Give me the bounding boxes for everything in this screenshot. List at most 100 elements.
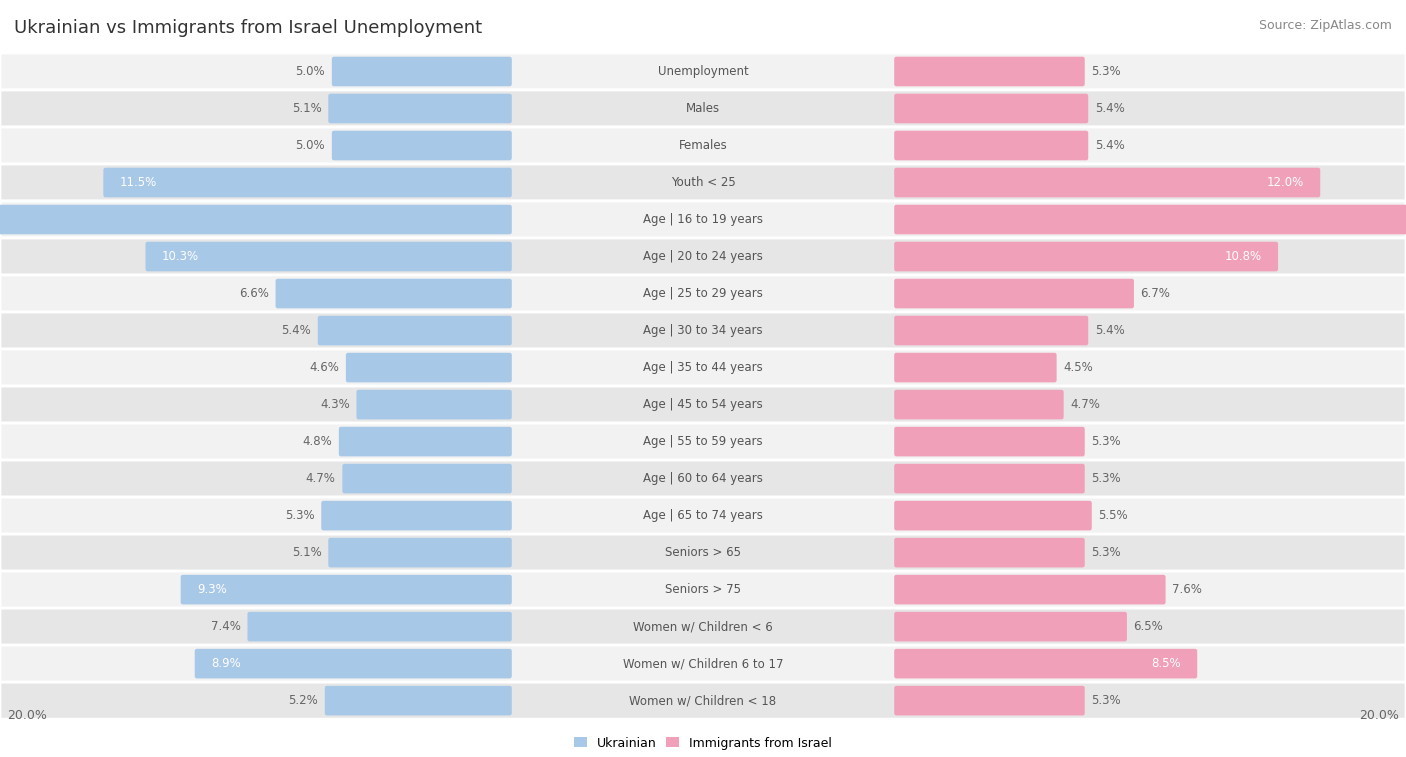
Text: 4.7%: 4.7% <box>307 472 336 485</box>
FancyBboxPatch shape <box>104 168 512 198</box>
FancyBboxPatch shape <box>0 90 1406 127</box>
FancyBboxPatch shape <box>0 682 1406 719</box>
Text: 5.3%: 5.3% <box>1091 546 1121 559</box>
FancyBboxPatch shape <box>0 349 1406 386</box>
FancyBboxPatch shape <box>0 164 1406 201</box>
FancyBboxPatch shape <box>894 57 1085 86</box>
Text: Age | 45 to 54 years: Age | 45 to 54 years <box>643 398 763 411</box>
Text: 5.0%: 5.0% <box>295 139 325 152</box>
FancyBboxPatch shape <box>332 131 512 160</box>
FancyBboxPatch shape <box>329 94 512 123</box>
Text: Age | 60 to 64 years: Age | 60 to 64 years <box>643 472 763 485</box>
FancyBboxPatch shape <box>0 127 1406 164</box>
Text: 5.3%: 5.3% <box>1091 435 1121 448</box>
Text: Age | 35 to 44 years: Age | 35 to 44 years <box>643 361 763 374</box>
FancyBboxPatch shape <box>0 608 1406 645</box>
FancyBboxPatch shape <box>346 353 512 382</box>
FancyBboxPatch shape <box>894 131 1088 160</box>
FancyBboxPatch shape <box>0 645 1406 682</box>
FancyBboxPatch shape <box>894 464 1085 494</box>
FancyBboxPatch shape <box>894 168 1320 198</box>
Text: 6.6%: 6.6% <box>239 287 269 300</box>
FancyBboxPatch shape <box>894 94 1088 123</box>
Text: Age | 20 to 24 years: Age | 20 to 24 years <box>643 250 763 263</box>
Text: Age | 16 to 19 years: Age | 16 to 19 years <box>643 213 763 226</box>
Text: 5.4%: 5.4% <box>1095 102 1125 115</box>
Text: 8.5%: 8.5% <box>1152 657 1181 670</box>
FancyBboxPatch shape <box>894 537 1085 568</box>
Text: Females: Females <box>679 139 727 152</box>
FancyBboxPatch shape <box>343 464 512 494</box>
FancyBboxPatch shape <box>180 575 512 604</box>
Legend: Ukrainian, Immigrants from Israel: Ukrainian, Immigrants from Israel <box>574 737 832 749</box>
Text: Seniors > 65: Seniors > 65 <box>665 546 741 559</box>
FancyBboxPatch shape <box>276 279 512 308</box>
FancyBboxPatch shape <box>0 312 1406 349</box>
FancyBboxPatch shape <box>894 279 1135 308</box>
Text: 5.4%: 5.4% <box>1095 324 1125 337</box>
Text: 10.3%: 10.3% <box>162 250 198 263</box>
FancyBboxPatch shape <box>145 241 512 271</box>
Text: 5.5%: 5.5% <box>1098 509 1128 522</box>
Text: Age | 25 to 29 years: Age | 25 to 29 years <box>643 287 763 300</box>
FancyBboxPatch shape <box>247 612 512 641</box>
FancyBboxPatch shape <box>329 537 512 568</box>
Text: 5.3%: 5.3% <box>1091 65 1121 78</box>
Text: 5.0%: 5.0% <box>295 65 325 78</box>
FancyBboxPatch shape <box>332 57 512 86</box>
FancyBboxPatch shape <box>194 649 512 678</box>
Text: Women w/ Children 6 to 17: Women w/ Children 6 to 17 <box>623 657 783 670</box>
Text: Source: ZipAtlas.com: Source: ZipAtlas.com <box>1258 19 1392 32</box>
FancyBboxPatch shape <box>894 501 1092 531</box>
FancyBboxPatch shape <box>894 575 1166 604</box>
Text: 5.2%: 5.2% <box>288 694 318 707</box>
Text: 5.3%: 5.3% <box>1091 694 1121 707</box>
Text: Age | 30 to 34 years: Age | 30 to 34 years <box>643 324 763 337</box>
FancyBboxPatch shape <box>894 612 1128 641</box>
Text: 5.1%: 5.1% <box>292 102 322 115</box>
FancyBboxPatch shape <box>0 423 1406 460</box>
Text: 7.6%: 7.6% <box>1173 583 1202 596</box>
Text: 5.3%: 5.3% <box>285 509 315 522</box>
Text: Unemployment: Unemployment <box>658 65 748 78</box>
Text: Women w/ Children < 18: Women w/ Children < 18 <box>630 694 776 707</box>
Text: 4.3%: 4.3% <box>321 398 350 411</box>
FancyBboxPatch shape <box>0 497 1406 534</box>
FancyBboxPatch shape <box>0 571 1406 608</box>
Text: 8.9%: 8.9% <box>211 657 240 670</box>
Text: 5.3%: 5.3% <box>1091 472 1121 485</box>
Text: Age | 65 to 74 years: Age | 65 to 74 years <box>643 509 763 522</box>
Text: Seniors > 75: Seniors > 75 <box>665 583 741 596</box>
Text: 4.8%: 4.8% <box>302 435 332 448</box>
FancyBboxPatch shape <box>894 241 1278 271</box>
Text: 11.5%: 11.5% <box>120 176 156 189</box>
FancyBboxPatch shape <box>894 316 1088 345</box>
FancyBboxPatch shape <box>894 353 1057 382</box>
FancyBboxPatch shape <box>0 238 1406 275</box>
Text: Males: Males <box>686 102 720 115</box>
Text: 12.0%: 12.0% <box>1267 176 1305 189</box>
Text: 5.4%: 5.4% <box>1095 139 1125 152</box>
FancyBboxPatch shape <box>894 204 1406 235</box>
Text: 4.6%: 4.6% <box>309 361 339 374</box>
Text: Women w/ Children < 6: Women w/ Children < 6 <box>633 620 773 633</box>
FancyBboxPatch shape <box>0 534 1406 571</box>
Text: 20.0%: 20.0% <box>7 709 46 722</box>
FancyBboxPatch shape <box>0 386 1406 423</box>
Text: Ukrainian vs Immigrants from Israel Unemployment: Ukrainian vs Immigrants from Israel Unem… <box>14 19 482 37</box>
FancyBboxPatch shape <box>0 53 1406 90</box>
FancyBboxPatch shape <box>894 427 1085 456</box>
FancyBboxPatch shape <box>0 275 1406 312</box>
Text: 20.0%: 20.0% <box>1360 709 1399 722</box>
FancyBboxPatch shape <box>0 204 512 235</box>
Text: 4.7%: 4.7% <box>1070 398 1099 411</box>
Text: 5.4%: 5.4% <box>281 324 311 337</box>
FancyBboxPatch shape <box>321 501 512 531</box>
FancyBboxPatch shape <box>0 201 1406 238</box>
FancyBboxPatch shape <box>339 427 512 456</box>
Text: 4.5%: 4.5% <box>1063 361 1092 374</box>
Text: Youth < 25: Youth < 25 <box>671 176 735 189</box>
FancyBboxPatch shape <box>894 649 1197 678</box>
FancyBboxPatch shape <box>894 686 1085 715</box>
FancyBboxPatch shape <box>318 316 512 345</box>
